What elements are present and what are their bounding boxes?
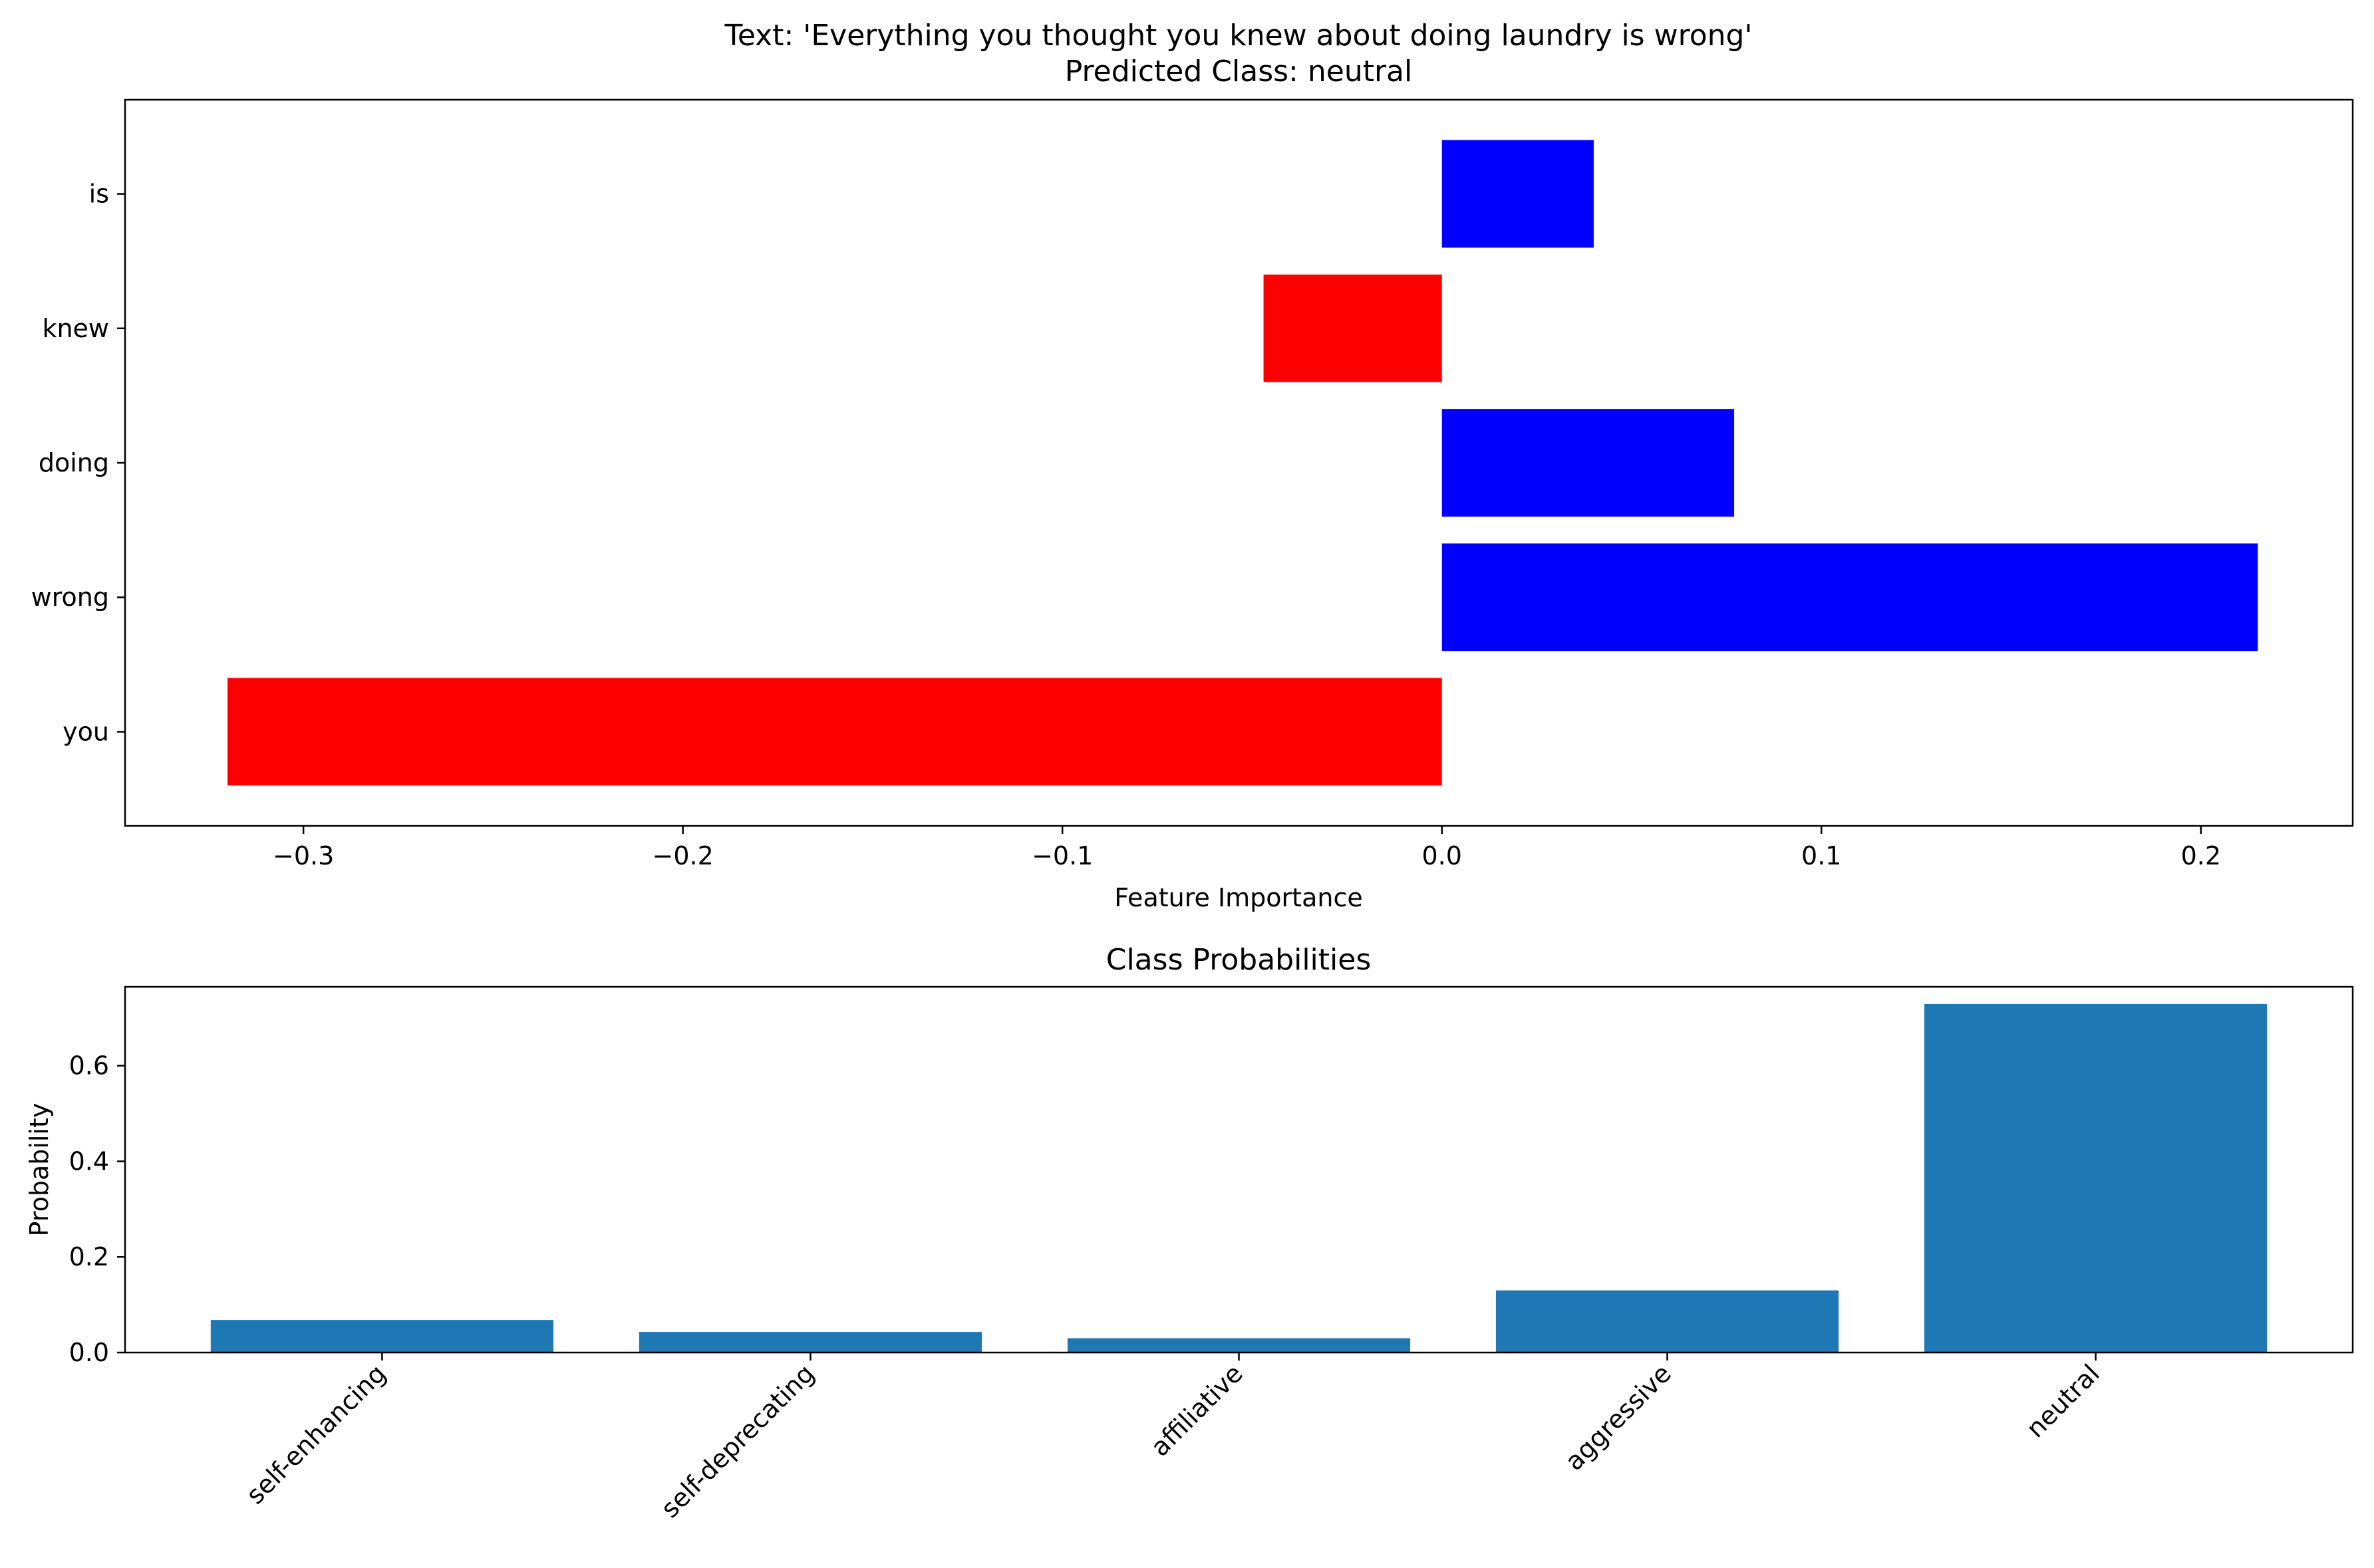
x-tick-label: −0.3 bbox=[273, 841, 334, 870]
feature-bar-is bbox=[1441, 140, 1594, 248]
chart2-title: Class Probabilities bbox=[1106, 943, 1372, 977]
feature-bar-wrong bbox=[1441, 543, 2258, 652]
y-tick-label-is: is bbox=[89, 180, 109, 209]
probability-bar-affiliative bbox=[1067, 1338, 1411, 1353]
x-tick-label: −0.2 bbox=[653, 841, 714, 870]
y-tick-label-wrong: wrong bbox=[31, 583, 109, 612]
y-tick-label: 0.0 bbox=[69, 1338, 109, 1367]
feature-importance-chart: Text: 'Everything you thought you knew a… bbox=[31, 19, 2354, 912]
chart1-bars bbox=[227, 140, 2258, 786]
x-tick-label: 0.2 bbox=[2181, 841, 2221, 870]
chart2-bars bbox=[210, 1003, 2268, 1353]
probability-bar-neutral bbox=[1924, 1003, 2268, 1353]
y-tick-label-doing: doing bbox=[39, 448, 109, 477]
y-tick-label-you: you bbox=[63, 717, 109, 746]
y-tick-label: 0.6 bbox=[69, 1051, 109, 1081]
feature-bar-doing bbox=[1441, 409, 1735, 517]
probability-bar-self-deprecating bbox=[639, 1332, 982, 1353]
y-tick-label: 0.4 bbox=[69, 1146, 109, 1176]
probability-bar-aggressive bbox=[1495, 1290, 1839, 1353]
chart2-axes-frame bbox=[124, 985, 2354, 1354]
y-tick-label-knew: knew bbox=[42, 314, 109, 343]
feature-bar-you bbox=[227, 678, 1442, 786]
feature-bar-knew bbox=[1263, 274, 1442, 382]
chart2-y-axis-label: Probability bbox=[25, 1103, 54, 1237]
chart1-axes-frame bbox=[124, 98, 2354, 827]
chart1-x-ticks: −0.3 −0.2 −0.1 0.0 0.1 0.2 bbox=[273, 826, 2221, 870]
chart1-x-axis-label: Feature Importance bbox=[1114, 883, 1362, 912]
chart1-y-ticks: is knew doing wrong you bbox=[31, 180, 125, 746]
x-tick-label: 0.0 bbox=[1422, 841, 1462, 870]
chart2-y-ticks: 0.0 0.2 0.4 0.6 bbox=[69, 1051, 125, 1367]
y-tick-label: 0.2 bbox=[69, 1242, 109, 1271]
chart1-title-line2: Predicted Class: neutral bbox=[1065, 55, 1412, 88]
x-tick-label: −0.1 bbox=[1032, 841, 1093, 870]
chart1-title-line1: Text: 'Everything you thought you knew a… bbox=[724, 19, 1752, 53]
probability-bar-self-enhancing bbox=[210, 1320, 554, 1353]
x-tick-label: 0.1 bbox=[1801, 841, 1841, 870]
